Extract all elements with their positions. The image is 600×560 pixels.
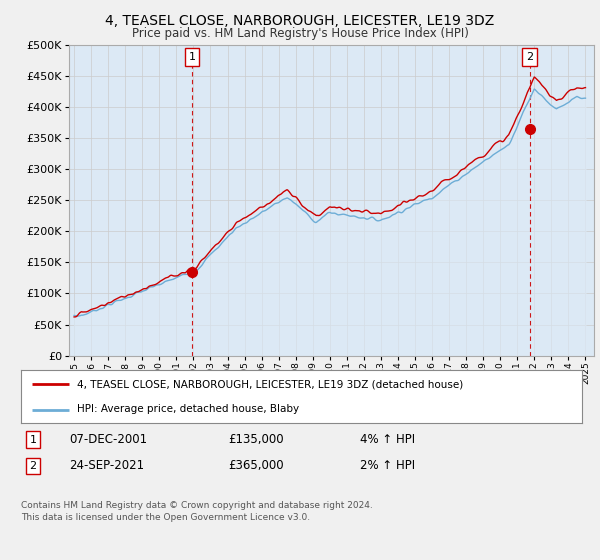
- Text: Contains HM Land Registry data © Crown copyright and database right 2024.
This d: Contains HM Land Registry data © Crown c…: [21, 501, 373, 522]
- Text: 2% ↑ HPI: 2% ↑ HPI: [360, 459, 415, 473]
- Text: 2: 2: [29, 461, 37, 471]
- Text: 2: 2: [526, 52, 533, 62]
- Text: Price paid vs. HM Land Registry's House Price Index (HPI): Price paid vs. HM Land Registry's House …: [131, 27, 469, 40]
- Text: 07-DEC-2001: 07-DEC-2001: [69, 433, 147, 446]
- Text: £365,000: £365,000: [228, 459, 284, 473]
- Text: 4% ↑ HPI: 4% ↑ HPI: [360, 433, 415, 446]
- Text: HPI: Average price, detached house, Blaby: HPI: Average price, detached house, Blab…: [77, 404, 299, 414]
- Text: 4, TEASEL CLOSE, NARBOROUGH, LEICESTER, LE19 3DZ (detached house): 4, TEASEL CLOSE, NARBOROUGH, LEICESTER, …: [77, 380, 463, 390]
- Text: 24-SEP-2021: 24-SEP-2021: [69, 459, 144, 473]
- Text: 1: 1: [188, 52, 196, 62]
- Text: £135,000: £135,000: [228, 433, 284, 446]
- Text: 4, TEASEL CLOSE, NARBOROUGH, LEICESTER, LE19 3DZ: 4, TEASEL CLOSE, NARBOROUGH, LEICESTER, …: [106, 14, 494, 28]
- Text: 1: 1: [29, 435, 37, 445]
